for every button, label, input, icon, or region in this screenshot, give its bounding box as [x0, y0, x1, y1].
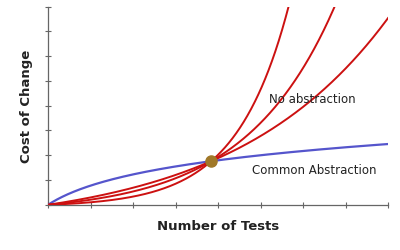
Text: Common Abstraction: Common Abstraction	[252, 164, 376, 176]
Text: No abstraction: No abstraction	[269, 92, 356, 105]
Y-axis label: Cost of Change: Cost of Change	[20, 50, 34, 163]
X-axis label: Number of Tests: Number of Tests	[157, 220, 279, 232]
